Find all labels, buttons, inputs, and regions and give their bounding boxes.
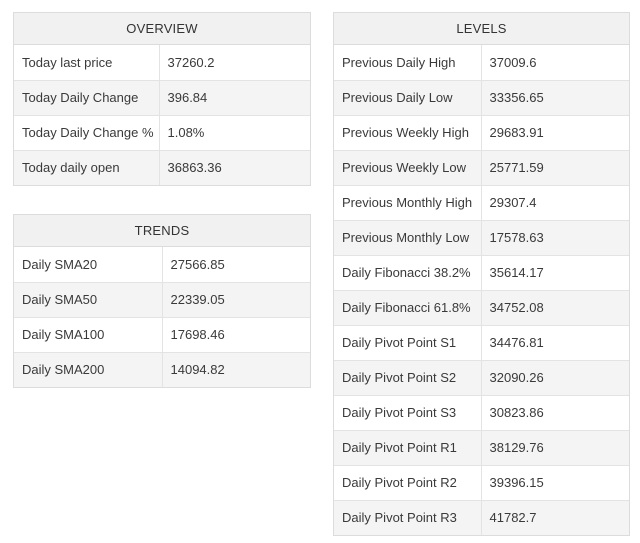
row-value: 37009.6 [481,45,629,80]
table-row: Daily Fibonacci 61.8% 34752.08 [334,289,629,325]
table-row: Previous Weekly High 29683.91 [334,114,629,150]
levels-table: Previous Daily High 37009.6 Previous Dai… [334,45,629,535]
row-label: Previous Weekly High [334,114,482,150]
table-row: Daily Pivot Point S3 30823.86 [334,394,629,430]
row-value: 39396.15 [481,464,629,500]
table-row: Today daily open 36863.36 [14,149,310,185]
table-row: Previous Monthly High 29307.4 [334,184,629,220]
row-value: 37260.2 [159,45,310,80]
row-value: 29307.4 [481,184,629,220]
table-row: Daily Fibonacci 38.2% 35614.17 [334,254,629,290]
row-value: 41782.7 [481,499,629,535]
table-row: Previous Daily Low 33356.65 [334,79,629,115]
row-label: Today Daily Change % [14,114,160,150]
table-row: Today Daily Change % 1.08% [14,114,310,150]
row-label: Today daily open [14,149,160,185]
table-row: Today last price 37260.2 [14,45,310,80]
row-label: Daily SMA200 [14,351,163,387]
table-row: Daily SMA200 14094.82 [14,351,310,387]
row-label: Daily Pivot Point S2 [334,359,482,395]
row-label: Daily SMA100 [14,316,163,352]
row-label: Previous Daily Low [334,79,482,115]
trends-title: TRENDS [14,215,310,247]
row-label: Previous Weekly Low [334,149,482,185]
row-label: Daily Fibonacci 38.2% [334,254,482,290]
table-row: Daily Pivot Point S2 32090.26 [334,359,629,395]
row-value: 32090.26 [481,359,629,395]
table-row: Daily Pivot Point R3 41782.7 [334,499,629,535]
row-value: 29683.91 [481,114,629,150]
row-value: 33356.65 [481,79,629,115]
row-label: Previous Daily High [334,45,482,80]
row-value: 22339.05 [162,281,310,317]
table-row: Previous Daily High 37009.6 [334,45,629,80]
overview-panel: OVERVIEW Today last price 37260.2 Today … [13,12,311,186]
row-label: Previous Monthly High [334,184,482,220]
row-label: Daily Pivot Point R3 [334,499,482,535]
row-value: 17578.63 [481,219,629,255]
row-value: 34476.81 [481,324,629,360]
row-label: Daily SMA20 [14,247,163,282]
table-row: Daily Pivot Point R2 39396.15 [334,464,629,500]
row-label: Daily Pivot Point S3 [334,394,482,430]
table-row: Daily Pivot Point R1 38129.76 [334,429,629,465]
row-label: Daily Pivot Point R2 [334,464,482,500]
row-value: 36863.36 [159,149,310,185]
table-row: Previous Monthly Low 17578.63 [334,219,629,255]
row-value: 30823.86 [481,394,629,430]
table-row: Daily SMA100 17698.46 [14,316,310,352]
row-value: 38129.76 [481,429,629,465]
row-label: Today Daily Change [14,79,160,115]
row-value: 35614.17 [481,254,629,290]
row-label: Previous Monthly Low [334,219,482,255]
row-label: Today last price [14,45,160,80]
row-label: Daily Fibonacci 61.8% [334,289,482,325]
row-value: 396.84 [159,79,310,115]
row-value: 27566.85 [162,247,310,282]
row-label: Daily Pivot Point R1 [334,429,482,465]
trends-table: Daily SMA20 27566.85 Daily SMA50 22339.0… [14,247,310,387]
levels-title: LEVELS [334,13,629,45]
row-value: 1.08% [159,114,310,150]
row-value: 34752.08 [481,289,629,325]
table-row: Previous Weekly Low 25771.59 [334,149,629,185]
table-row: Daily Pivot Point S1 34476.81 [334,324,629,360]
row-value: 14094.82 [162,351,310,387]
overview-title: OVERVIEW [14,13,310,45]
row-value: 17698.46 [162,316,310,352]
table-row: Daily SMA50 22339.05 [14,281,310,317]
trends-panel: TRENDS Daily SMA20 27566.85 Daily SMA50 … [13,214,311,388]
table-row: Daily SMA20 27566.85 [14,247,310,282]
row-label: Daily SMA50 [14,281,163,317]
table-row: Today Daily Change 396.84 [14,79,310,115]
levels-panel: LEVELS Previous Daily High 37009.6 Previ… [333,12,630,536]
row-value: 25771.59 [481,149,629,185]
overview-table: Today last price 37260.2 Today Daily Cha… [14,45,310,185]
row-label: Daily Pivot Point S1 [334,324,482,360]
